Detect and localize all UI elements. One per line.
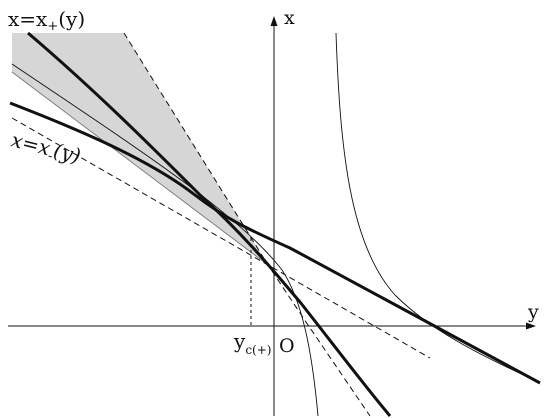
shaded-region — [12, 33, 268, 265]
yc-label: yc(+) — [233, 329, 271, 357]
x-plus-label-arg: (y) — [58, 7, 85, 31]
yc-label-sub: c(+) — [245, 343, 271, 357]
origin-label: O — [279, 335, 295, 357]
dashed-line-upper — [123, 32, 371, 417]
x-axis-label: x — [284, 7, 295, 29]
x-plus-label-main: x=x — [8, 7, 48, 31]
thin-curve-left-branch — [11, 63, 319, 417]
shaded-left-boundary — [11, 71, 269, 266]
thin-curve-right-branch — [335, 32, 531, 379]
x-minus-label-group: x=x-(y) — [8, 128, 83, 171]
x-plus-label-sub: + — [47, 19, 58, 34]
thick-curve-x-plus — [27, 31, 392, 417]
x-minus-label: x=x-(y) — [8, 128, 83, 171]
yc-label-main: y — [233, 329, 246, 353]
x-minus-label-sub: - — [46, 149, 54, 165]
thick-curve-x-minus — [9, 101, 541, 385]
x-plus-label: x=x+(y) — [8, 7, 85, 34]
x-minus-label-arg: (y) — [51, 138, 83, 168]
x-minus-label-main: x=x — [9, 128, 53, 161]
dashed-line-lower — [11, 117, 431, 359]
x-axis-arrowhead — [270, 16, 278, 26]
y-axis-arrowhead — [526, 322, 536, 330]
y-axis-label: y — [527, 301, 539, 323]
